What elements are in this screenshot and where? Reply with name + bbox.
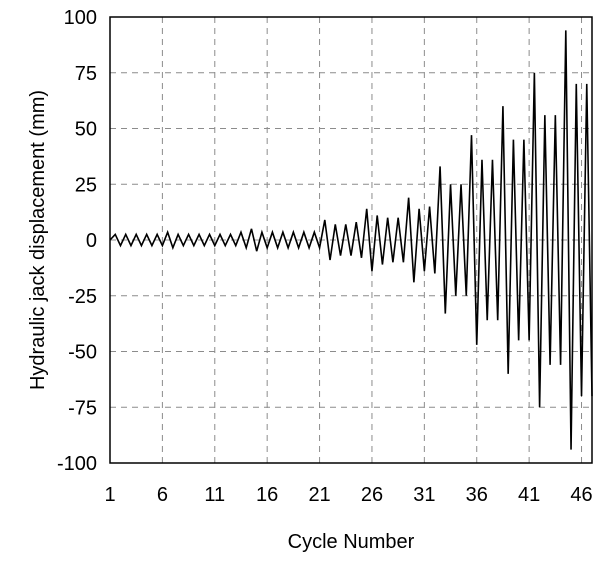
y-tick-label-7: -75	[68, 397, 97, 419]
y-tick-label-6: -50	[68, 342, 97, 364]
series-layer	[109, 30, 593, 450]
x-tick-label-0: 1	[104, 484, 115, 506]
y-tick-label-0: 100	[64, 7, 97, 29]
x-tick-label-5: 26	[361, 484, 383, 506]
x-axis-title: Cycle Number	[288, 531, 415, 553]
x-tick-label-4: 21	[308, 484, 330, 506]
x-tick-label-7: 36	[466, 484, 488, 506]
y-axis-title: Hydraulic jack displacement (mm)	[27, 90, 49, 390]
y-tick-label-2: 50	[75, 119, 97, 141]
x-tick-label-3: 16	[256, 484, 278, 506]
y-tick-label-5: -25	[68, 286, 97, 308]
x-tick-labels: 1 6 11 16 21 26 31 36 41 46	[104, 484, 592, 506]
x-tick-label-8: 41	[518, 484, 540, 506]
series-line-0	[109, 30, 593, 450]
grid-lines	[110, 17, 592, 463]
y-tick-label-1: 75	[75, 63, 97, 85]
x-tick-label-9: 46	[570, 484, 592, 506]
y-tick-label-3: 25	[75, 174, 97, 196]
y-tick-label-8: -100	[57, 453, 97, 475]
y-tick-label-4: 0	[86, 230, 97, 252]
y-tick-labels: 100 75 50 25 0 -25 -50 -75 -100	[57, 7, 97, 475]
x-tick-label-6: 31	[413, 484, 435, 506]
x-tick-label-2: 11	[204, 484, 225, 506]
x-tick-label-1: 6	[157, 484, 168, 506]
